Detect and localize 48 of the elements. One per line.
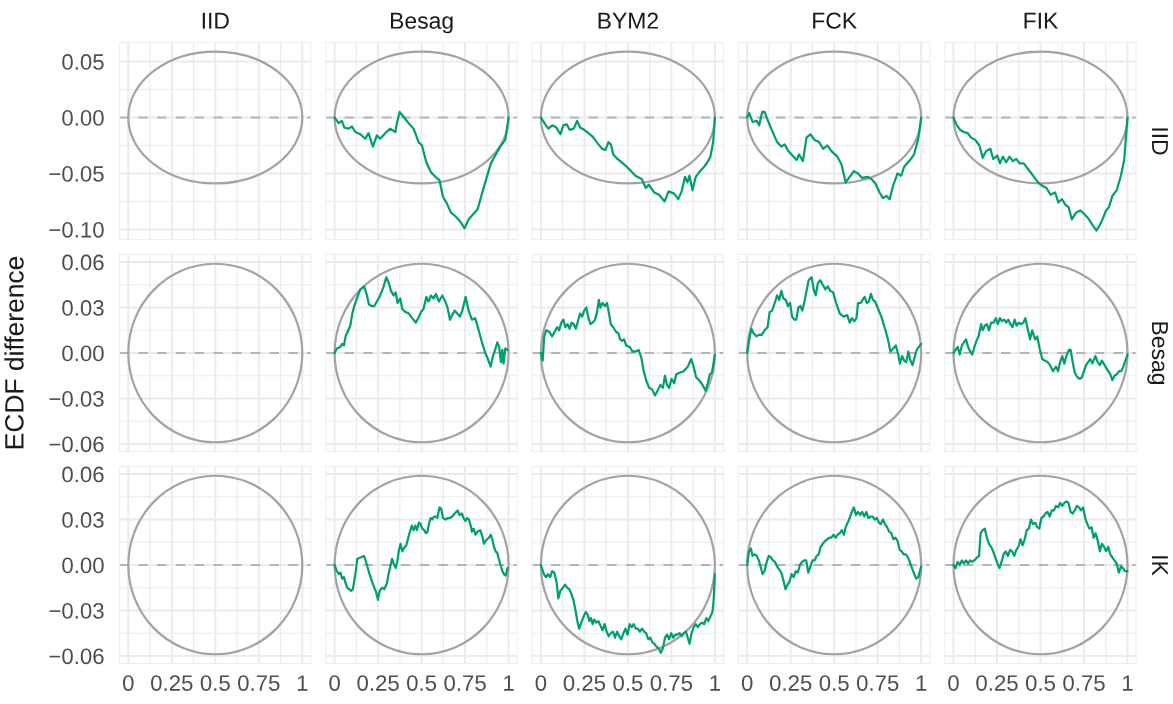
- x-tick-label: 0.25: [357, 675, 399, 691]
- y-tick-label: −0.06: [49, 648, 104, 665]
- x-tick-label: 0.5: [407, 675, 437, 691]
- y-tick-label: 0.03: [62, 300, 104, 316]
- y-tick-label: 0.06: [62, 254, 104, 271]
- x-tick-label: 0.5: [1025, 675, 1056, 691]
- x-tick-label: 1: [504, 675, 514, 691]
- x-tick-label: 0: [948, 675, 959, 691]
- y-tick-label: 0.00: [62, 110, 104, 126]
- y-tick-label: −0.10: [49, 221, 104, 238]
- x-tick-label: 1: [297, 675, 308, 691]
- x-tick-label: 0.75: [1063, 675, 1105, 691]
- y-tick-label: 0.05: [62, 54, 104, 70]
- y2-axis-title: IID: [1152, 128, 1168, 155]
- y-tick-label: −0.03: [49, 603, 104, 619]
- x-tick-label: 0.75: [444, 675, 486, 691]
- x-tick-label: 0: [535, 675, 547, 691]
- x-tick-label: 0.25: [151, 675, 193, 691]
- x-tick-label: 0.75: [856, 675, 899, 691]
- chart-title: Besag: [390, 12, 453, 34]
- y-tick-label: 0.00: [62, 345, 104, 362]
- x-tick-label: 0.25: [976, 675, 1018, 691]
- y-tick-label: 0.00: [62, 557, 104, 574]
- x-tick-label: 0.5: [200, 675, 230, 691]
- y-tick-label: 0.03: [62, 512, 104, 528]
- x-tick-label: 1: [916, 675, 927, 691]
- x-tick-label: 0.75: [238, 675, 280, 691]
- y-tick-label: −0.06: [49, 436, 104, 453]
- x-tick-label: 0.75: [650, 675, 693, 691]
- y2-axis-title: IK: [1152, 556, 1168, 576]
- x-tick-label: 0.25: [563, 675, 606, 691]
- y-tick-label: −0.05: [49, 165, 104, 182]
- x-tick-label: 0.5: [819, 675, 849, 691]
- y-tick-label: −0.03: [49, 391, 104, 407]
- chart-title: BYM2: [598, 12, 658, 29]
- chart-title: IID: [202, 12, 229, 29]
- chart-title: FCK: [813, 12, 857, 29]
- x-tick-label: 1: [710, 675, 720, 691]
- x-tick-label: 0: [329, 675, 340, 691]
- chart-title: FIK: [1024, 12, 1059, 29]
- x-tick-label: 0.5: [613, 675, 643, 691]
- x-tick-label: 1: [1123, 675, 1133, 691]
- y-axis-title: ECDF difference: [4, 256, 24, 449]
- x-tick-label: 0: [122, 675, 134, 691]
- y2-axis-title: Besag: [1147, 322, 1168, 385]
- x-tick-label: 0: [741, 675, 753, 691]
- y-tick-label: 0.06: [62, 466, 104, 483]
- x-tick-label: 0.25: [769, 675, 812, 691]
